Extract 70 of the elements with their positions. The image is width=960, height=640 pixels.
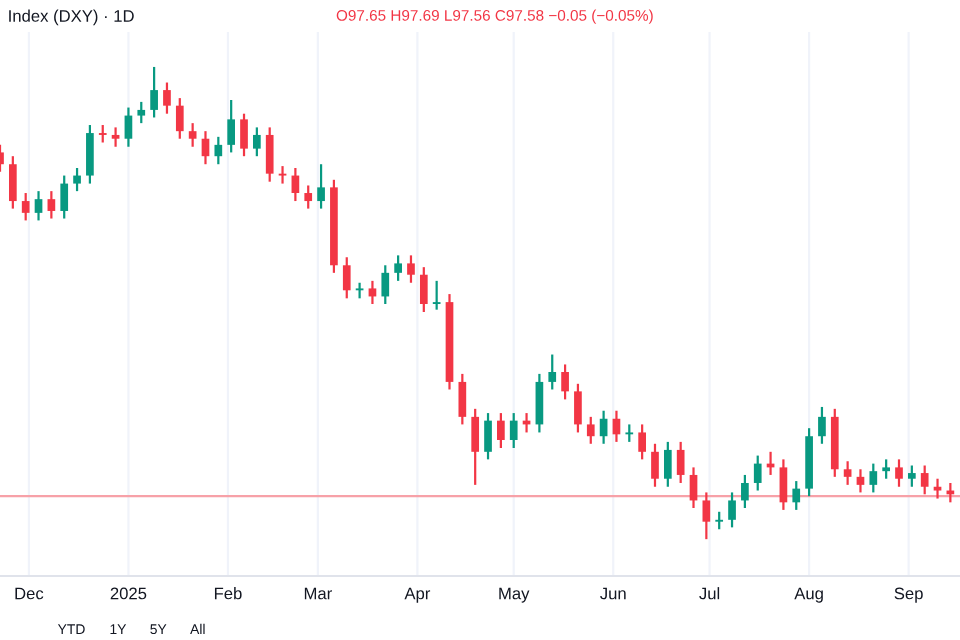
candlestick [265,126,274,183]
candlestick [34,190,43,222]
candlestick [381,264,390,306]
candlestick [920,464,929,496]
candlestick [278,165,287,185]
candlestick [163,81,171,115]
candlestick [651,442,659,488]
x-tick-label: Sep [894,587,923,603]
candlestick [458,372,467,426]
candlestick [535,372,544,434]
candlestick [124,106,133,148]
candlestick [73,166,81,193]
candlestick [561,363,569,401]
candlestick [342,256,351,300]
candlestick [419,266,428,314]
x-tick-label: Apr [404,587,431,603]
x-tick-label: 2025 [110,587,147,600]
candlestick [137,100,146,125]
candlestick [394,254,402,282]
candlestick [484,411,492,461]
x-tick-label: Jul [699,587,720,600]
candlestick [368,279,377,306]
candlestick [21,191,30,222]
candlestick [882,458,891,480]
candlestick [702,491,711,541]
candlestick [60,174,69,220]
candlestick [753,454,762,492]
candlestick [818,405,826,445]
candlestick [471,407,480,486]
x-tick-label: Mar [304,587,332,600]
candlestick [214,135,223,166]
candlestick [175,97,184,140]
x-tick-label: Aug [794,587,823,603]
candlestick [240,112,248,158]
candlestick [150,65,158,119]
candlestick [188,122,197,148]
candlestick [663,440,672,488]
candlestick [638,423,646,461]
candlestick [843,460,852,486]
candlestick [253,126,261,158]
candlestick [227,98,236,154]
candlestick [47,190,56,220]
candlestick [895,458,903,488]
candlestick [355,281,364,300]
candlestick [741,473,749,510]
candlestick [907,464,916,488]
candlestick [856,468,865,494]
x-tick-label: Dec [15,587,44,600]
candlestick [586,415,595,445]
candlestick [432,279,441,311]
candlestick [933,477,942,500]
candlestick [509,411,518,450]
x-tick-label: Feb [214,587,242,600]
candlestick [8,155,17,210]
x-tick-label: May [499,587,530,603]
candlestick [676,440,685,485]
candlestick [574,382,582,434]
candlestick [779,458,788,511]
candlestick [111,126,120,148]
candlestick [86,123,94,185]
candlestick [497,411,505,450]
chart-title: Index (DXY) · 1D [9,9,134,26]
candlestick [548,353,557,391]
candlestick [869,462,878,494]
candlestick [792,479,801,511]
candlestick [304,184,313,210]
x-tick-label: Jun [600,587,626,600]
candlestick [728,491,736,529]
candlestick [407,254,415,284]
candlestick [317,163,325,210]
